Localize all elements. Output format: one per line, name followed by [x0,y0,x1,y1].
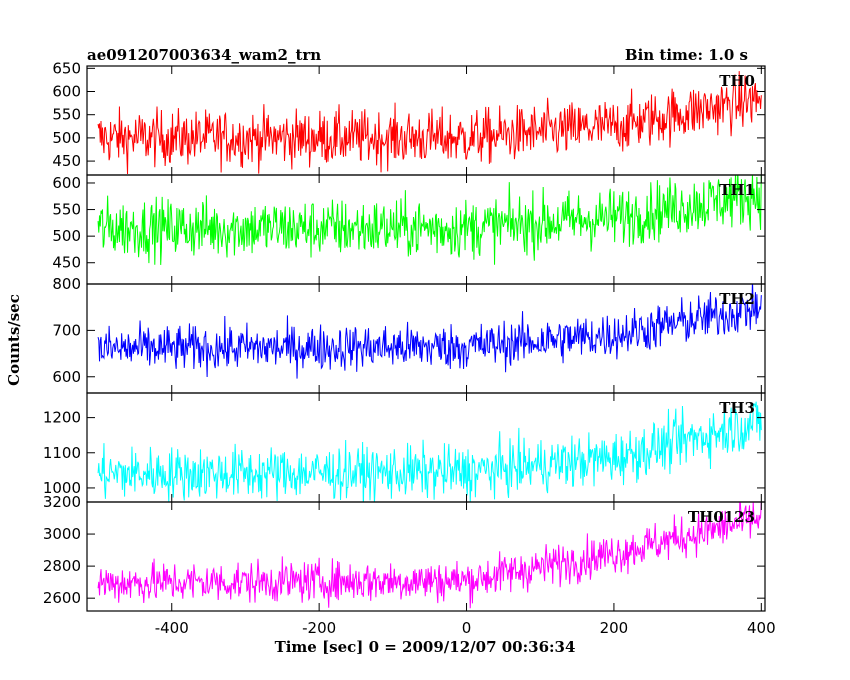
y-tick-label: 600 [52,368,81,386]
y-tick-label: 550 [52,201,81,219]
panel-frame [86,501,766,612]
panel-th2: 600 700 800 TH2 [52,275,766,394]
panel-th3: 1000 1100 1200 TH3 [43,392,766,503]
series-line-th3 [97,401,762,502]
panel-frame [86,65,766,176]
x-tick-label: 400 [747,619,776,637]
panel-th1: 450 500 550 600 TH1 [52,174,766,285]
y-tick-label: 500 [52,129,81,147]
series-label: TH2 [719,290,755,308]
y-tick-label: 700 [52,321,81,339]
x-tick-label: 0 [462,619,472,637]
y-tick-label: 600 [52,174,81,192]
y-tick-label: 600 [52,83,81,101]
y-axis-label: Counts/sec [5,294,23,386]
series-label: TH3 [719,399,755,417]
y-tick-label: 1200 [43,409,81,427]
series-label: TH0123 [688,508,755,526]
y-tick-label: 2600 [43,589,81,607]
series-line-th1 [97,175,762,265]
y-tick-label: 650 [52,59,81,77]
x-tick-label: -400 [155,619,189,637]
y-tick-label: 800 [52,275,81,293]
y-tick-label: 450 [52,254,81,272]
y-tick-label: 450 [52,152,81,170]
series-line-th0123 [97,502,762,609]
panel-th0123: 2600 2800 3000 3200 TH0123 [43,493,766,612]
y-tick-label: 3000 [43,525,81,543]
x-tick-label: -200 [302,619,336,637]
y-tick-label: 1100 [43,444,81,462]
panel-th0: 450 500 550 600 650 TH0 [52,59,766,176]
y-tick-label: 3200 [43,493,81,511]
chart-title: ae091207003634_wam2_trn [87,46,322,64]
bin-time-label: Bin time: 1.0 s [624,46,748,64]
panel-frame [86,174,766,285]
y-tick-label: 1000 [43,479,81,497]
y-tick-label: 500 [52,227,81,245]
y-tick-label: 2800 [43,557,81,575]
series-label: TH0 [719,72,755,90]
x-axis-label: Time [sec] 0 = 2009/12/07 00:36:34 [274,638,576,656]
series-line-th2 [97,284,762,379]
y-tick-label: 550 [52,106,81,124]
series-line-th0 [97,71,762,175]
series-label: TH1 [719,181,755,199]
x-tick-label: 200 [600,619,629,637]
